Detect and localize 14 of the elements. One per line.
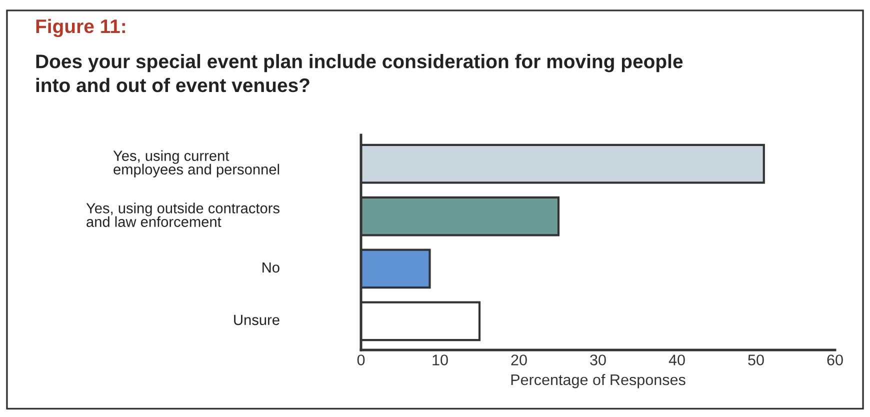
x-tick-label: 20 xyxy=(511,354,527,366)
y-tick-label: Unsure xyxy=(234,314,280,326)
x-axis-title: Percentage of Responses xyxy=(511,374,686,388)
x-tick-label: 0 xyxy=(357,354,365,366)
y-tick-label: No xyxy=(262,262,280,273)
x-tick-label: 50 xyxy=(748,354,764,366)
text: Figure 11: xyxy=(36,18,125,38)
x-tick-label: 40 xyxy=(668,354,685,366)
y-tick-label: Yes, using outside contractors and law enforcement xyxy=(86,202,280,227)
x-tick-label: 60 xyxy=(827,354,843,366)
y-tick-label: Yes, using current employees and personnel xyxy=(113,150,280,178)
chart-subtitle: Does your special event plan include consideration for moving people into and out of event venues? xyxy=(36,54,683,92)
x-tick-label: 30 xyxy=(590,354,606,366)
x-tick-label: 10 xyxy=(432,354,448,366)
